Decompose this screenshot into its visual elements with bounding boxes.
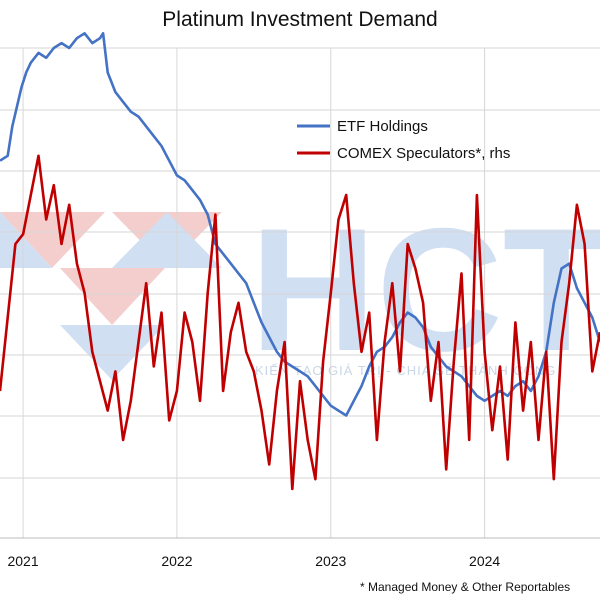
watermark-tagline: KIẾN TẠO GIÁ TRỊ - CHIA SẺ THÀNH CÔNG xyxy=(255,363,556,378)
x-tick-label-2023: 2023 xyxy=(315,553,346,569)
footnote: * Managed Money & Other Reportables xyxy=(360,580,571,594)
series-line-comex-speculators xyxy=(0,154,600,491)
watermark-triangle-red-right xyxy=(112,212,222,268)
watermark-triangle-blue-bottom xyxy=(60,325,165,380)
x-tick-label-2024: 2024 xyxy=(469,553,500,569)
grid xyxy=(0,47,600,539)
x-axis-ticks: 2021 2022 2023 2024 xyxy=(7,553,500,569)
watermark-triangle-blue-left xyxy=(0,212,52,268)
x-tick-label-2022: 2022 xyxy=(161,553,192,569)
chart-title: Platinum Investment Demand xyxy=(162,8,438,31)
watermark-triangle-blue-mid xyxy=(112,212,222,268)
x-tick-label-2021: 2021 xyxy=(7,553,38,569)
legend-label-comex: COMEX Speculators*, rhs xyxy=(337,145,510,162)
legend: ETF Holdings COMEX Speculators*, rhs xyxy=(297,118,510,162)
watermark-triangle-red-bottom xyxy=(60,268,165,325)
series-lines xyxy=(0,31,600,491)
watermark-triangle-red-left xyxy=(0,212,105,268)
watermark-logo: HCT xyxy=(0,193,600,388)
legend-label-etf: ETF Holdings xyxy=(337,118,428,135)
